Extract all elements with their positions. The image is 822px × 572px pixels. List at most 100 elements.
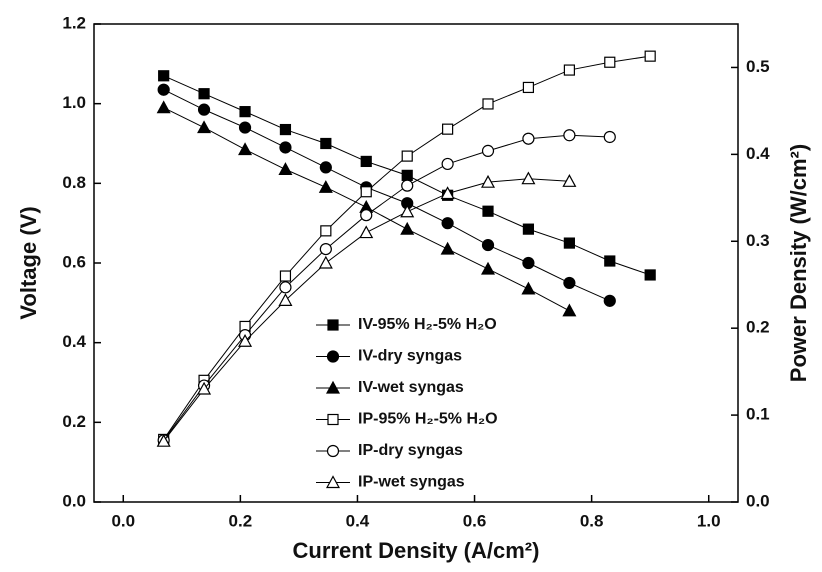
marker — [522, 132, 535, 145]
marker — [359, 225, 374, 239]
marker — [522, 256, 535, 270]
marker — [481, 238, 495, 252]
x-tick-label: 0.6 — [463, 511, 487, 530]
series-line — [163, 89, 610, 302]
y-tick-label: 0.0 — [62, 491, 86, 510]
y2-tick-label: 0.3 — [746, 231, 770, 250]
marker — [238, 333, 253, 347]
marker — [481, 144, 495, 157]
marker — [562, 174, 577, 187]
marker — [440, 186, 455, 200]
marker — [522, 81, 535, 94]
marker — [157, 83, 170, 96]
series-line — [163, 134, 610, 441]
marker — [197, 103, 211, 116]
y-tick-label: 1.0 — [62, 93, 86, 112]
y2-axis-title: Power Density (W/cm²) — [786, 144, 811, 382]
legend-label: IV-95% H₂-5% H₂O — [358, 316, 497, 333]
marker — [401, 179, 414, 192]
legend-marker — [325, 380, 341, 394]
marker — [239, 106, 251, 118]
marker — [604, 255, 616, 267]
legend-label: IV-wet syngas — [358, 379, 464, 396]
x-tick-label: 1.0 — [697, 511, 721, 530]
marker — [238, 121, 252, 134]
marker — [401, 150, 413, 162]
marker — [158, 70, 170, 82]
marker — [318, 180, 333, 193]
marker — [278, 293, 293, 306]
marker — [401, 169, 413, 181]
marker — [400, 221, 415, 235]
marker — [198, 88, 210, 100]
marker — [156, 433, 171, 447]
marker — [197, 381, 212, 395]
x-axis-title: Current Density (A/cm²) — [293, 538, 540, 563]
marker — [279, 270, 292, 282]
marker — [562, 303, 577, 317]
x-tick-label: 0.8 — [580, 511, 604, 530]
marker — [279, 281, 292, 294]
marker — [521, 171, 536, 185]
y2-tick-label: 0.2 — [746, 318, 770, 337]
y2-tick-label: 0.1 — [746, 405, 770, 424]
marker — [156, 100, 171, 114]
marker — [482, 205, 494, 217]
marker — [279, 141, 292, 154]
marker — [563, 129, 576, 142]
marker — [441, 217, 454, 230]
y-axis-title: Voltage (V) — [16, 206, 41, 319]
marker — [563, 64, 575, 76]
x-tick-label: 0.0 — [111, 511, 135, 530]
marker — [318, 255, 333, 269]
marker — [320, 137, 332, 150]
marker — [563, 276, 576, 290]
marker — [442, 123, 454, 135]
legend-label: IP-dry syngas — [358, 442, 463, 459]
legend-marker — [327, 319, 339, 331]
marker — [279, 123, 292, 136]
y-tick-label: 0.6 — [62, 252, 86, 271]
marker — [441, 157, 454, 171]
y2-tick-label: 0.0 — [746, 491, 770, 510]
x-tick-label: 0.2 — [229, 511, 253, 530]
marker — [278, 162, 293, 175]
marker — [319, 161, 332, 174]
marker — [320, 225, 332, 237]
marker — [360, 186, 372, 198]
plot-frame — [93, 23, 739, 503]
x-tick-label: 0.4 — [346, 511, 370, 530]
legend-label: IP-wet syngas — [358, 474, 465, 491]
legend-marker — [325, 475, 341, 489]
marker — [238, 142, 253, 156]
legend-label: IV-dry syngas — [358, 348, 462, 365]
marker — [360, 209, 373, 222]
marker — [319, 242, 332, 256]
marker — [481, 174, 496, 188]
y-tick-label: 0.4 — [62, 332, 86, 351]
marker — [482, 98, 494, 110]
marker — [603, 130, 616, 144]
marker — [604, 56, 616, 68]
marker — [360, 155, 372, 168]
legend-marker — [326, 350, 340, 363]
y2-tick-label: 0.4 — [746, 144, 770, 163]
marker — [644, 50, 656, 62]
y2-tick-label: 0.5 — [746, 57, 770, 76]
marker — [481, 261, 496, 275]
marker — [563, 237, 575, 249]
marker — [644, 269, 656, 281]
marker — [440, 241, 455, 255]
marker — [197, 120, 212, 134]
y-tick-label: 0.2 — [62, 412, 86, 431]
y-tick-label: 0.8 — [62, 173, 86, 192]
legend-marker — [326, 444, 340, 458]
marker — [521, 281, 536, 295]
marker — [603, 294, 616, 307]
legend-label: IP-95% H₂-5% H₂O — [358, 411, 498, 428]
marker — [400, 204, 415, 218]
legend-marker — [327, 413, 339, 426]
marker — [522, 223, 535, 235]
y-tick-label: 1.2 — [62, 13, 86, 32]
